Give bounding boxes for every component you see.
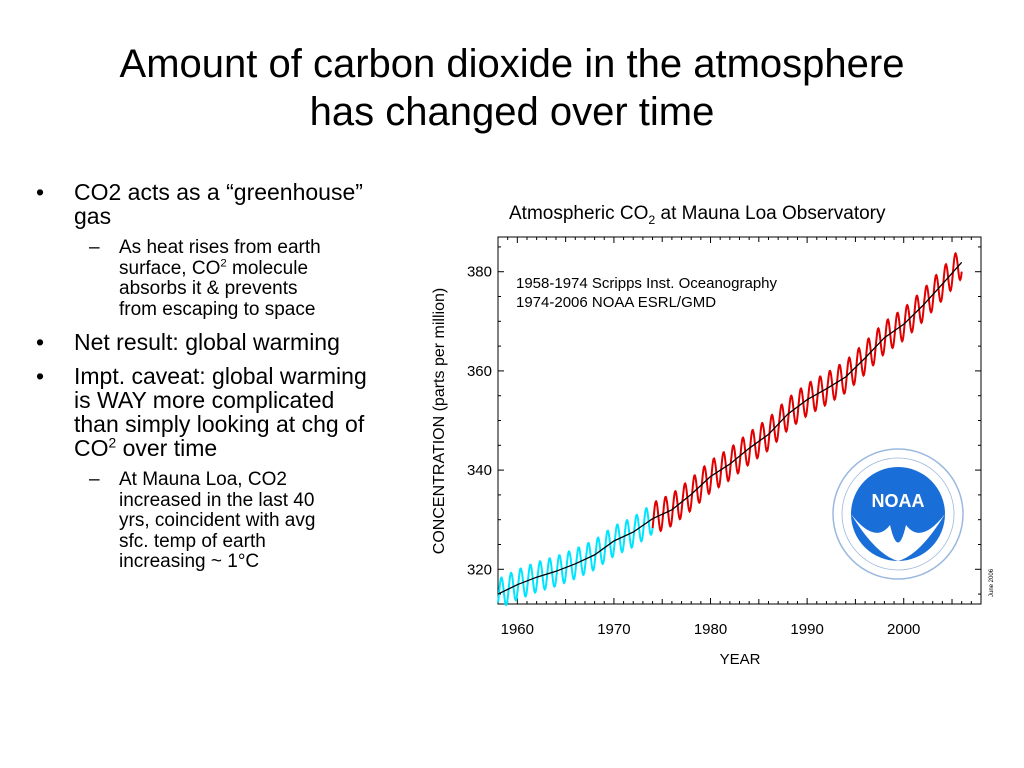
legend-line-2: 1974-2006 NOAA ESRL/GMD: [516, 294, 716, 311]
bullet-caveat: • Impt. caveat: global warming is WAY mo…: [30, 364, 385, 460]
sub-bullet-line: yrs, coincident with avg: [119, 510, 316, 531]
legend-line-1: 1958-1974 Scripps Inst. Oceanography: [516, 275, 777, 292]
slide-title: Amount of carbon dioxide in the atmosphe…: [0, 40, 1024, 136]
chart-title-text: at Mauna Loa Observatory: [655, 203, 886, 224]
y-tick-label: 380: [467, 264, 492, 281]
noaa-logo: NOAA: [832, 448, 964, 580]
sub-bullet-mauna-loa: – At Mauna Loa, CO2 increased in the las…: [30, 469, 385, 573]
y-tick-label: 320: [467, 561, 492, 578]
noaa-series-line: [651, 251, 963, 533]
sub-bullet-line: increasing ~ 1°C: [119, 551, 260, 572]
noaa-logo-text: NOAA: [872, 491, 925, 511]
chart-title-text: Atmospheric CO: [509, 203, 649, 224]
bullet-list: • CO2 acts as a “greenhouse” gas – As he…: [30, 180, 385, 700]
sub-bullet-line: sfc. temp of earth: [119, 530, 266, 552]
bullet-text: Net result: global warming: [74, 329, 340, 355]
bullet-dash: –: [89, 237, 100, 258]
x-tick-label: 1990: [790, 621, 823, 638]
bullet-dot: •: [36, 363, 45, 389]
sub-bullet-line: surface, CO2 molecule: [119, 257, 385, 280]
x-axis-label: YEAR: [720, 651, 761, 668]
x-tick-label: 2000: [887, 621, 920, 638]
bullet-net-result: • Net result: global warming: [30, 330, 385, 354]
sub-bullet-text: surface, CO: [119, 257, 221, 279]
x-tick-label: 1960: [501, 621, 534, 638]
bullet-text: over time: [116, 435, 218, 461]
bullet-dot: •: [36, 180, 45, 205]
scripps-series-line: [497, 506, 654, 607]
slide-title-line-1: Amount of carbon dioxide in the atmosphe…: [119, 42, 905, 86]
bullet-text: Impt. caveat: global warming is WAY more…: [74, 363, 367, 461]
chart-title: Atmospheric CO2 at Mauna Loa Observatory: [509, 203, 886, 227]
date-note: June 2006: [989, 568, 995, 597]
sub-bullet-line: from escaping to space: [119, 298, 316, 320]
slide-title-line-2: has changed over time: [309, 90, 715, 134]
superscript-2: 2: [220, 257, 227, 270]
sub-bullet-line: As heat rises from earth: [119, 237, 321, 258]
y-tick-label: 360: [467, 363, 492, 380]
bullet-text: CO2 acts as a “greenhouse” gas: [74, 180, 363, 229]
sub-bullet-line: increased in the last 40: [119, 489, 315, 511]
bullet-dot: •: [36, 329, 45, 355]
bullet-co2-greenhouse: • CO2 acts as a “greenhouse” gas: [30, 180, 385, 228]
chart-title-subscript: 2: [648, 212, 656, 227]
sub-bullet-heat: – As heat rises from earth surface, CO2 …: [30, 237, 385, 320]
trend-line: [497, 261, 963, 595]
y-tick-label: 340: [467, 462, 492, 479]
x-tick-label: 1980: [694, 621, 727, 638]
sub-bullet-text: molecule: [226, 257, 309, 279]
bullet-dash: –: [89, 469, 100, 490]
superscript-2: 2: [108, 435, 117, 451]
y-axis-label: CONCENTRATION (parts per million): [431, 288, 448, 554]
co2-chart: CONCENTRATION (parts per million) YEAR 1…: [431, 236, 995, 668]
sub-bullet-line: At Mauna Loa, CO2: [119, 469, 287, 490]
sub-bullet-line: absorbs it & prevents: [119, 278, 298, 299]
x-tick-label: 1970: [597, 621, 630, 638]
